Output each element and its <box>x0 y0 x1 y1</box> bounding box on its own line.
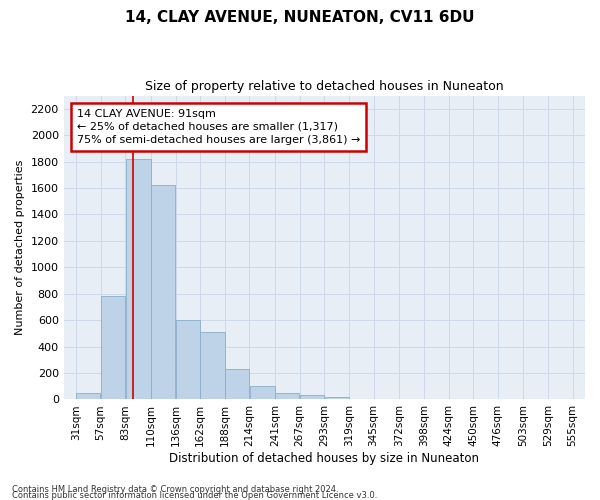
Bar <box>200 332 224 400</box>
Text: 14 CLAY AVENUE: 91sqm
← 25% of detached houses are smaller (1,317)
75% of semi-d: 14 CLAY AVENUE: 91sqm ← 25% of detached … <box>77 109 361 145</box>
Y-axis label: Number of detached properties: Number of detached properties <box>15 160 25 335</box>
Bar <box>101 296 125 400</box>
X-axis label: Distribution of detached houses by size in Nuneaton: Distribution of detached houses by size … <box>169 452 479 465</box>
Bar <box>151 186 175 400</box>
Bar <box>225 369 249 400</box>
Bar <box>125 159 151 400</box>
Text: Contains HM Land Registry data © Crown copyright and database right 2024.: Contains HM Land Registry data © Crown c… <box>12 484 338 494</box>
Bar <box>325 398 349 400</box>
Bar <box>76 393 100 400</box>
Text: 14, CLAY AVENUE, NUNEATON, CV11 6DU: 14, CLAY AVENUE, NUNEATON, CV11 6DU <box>125 10 475 25</box>
Bar <box>300 396 324 400</box>
Bar <box>250 386 275 400</box>
Bar <box>349 399 373 400</box>
Title: Size of property relative to detached houses in Nuneaton: Size of property relative to detached ho… <box>145 80 503 93</box>
Text: Contains public sector information licensed under the Open Government Licence v3: Contains public sector information licen… <box>12 491 377 500</box>
Bar <box>275 393 299 400</box>
Bar <box>176 320 200 400</box>
